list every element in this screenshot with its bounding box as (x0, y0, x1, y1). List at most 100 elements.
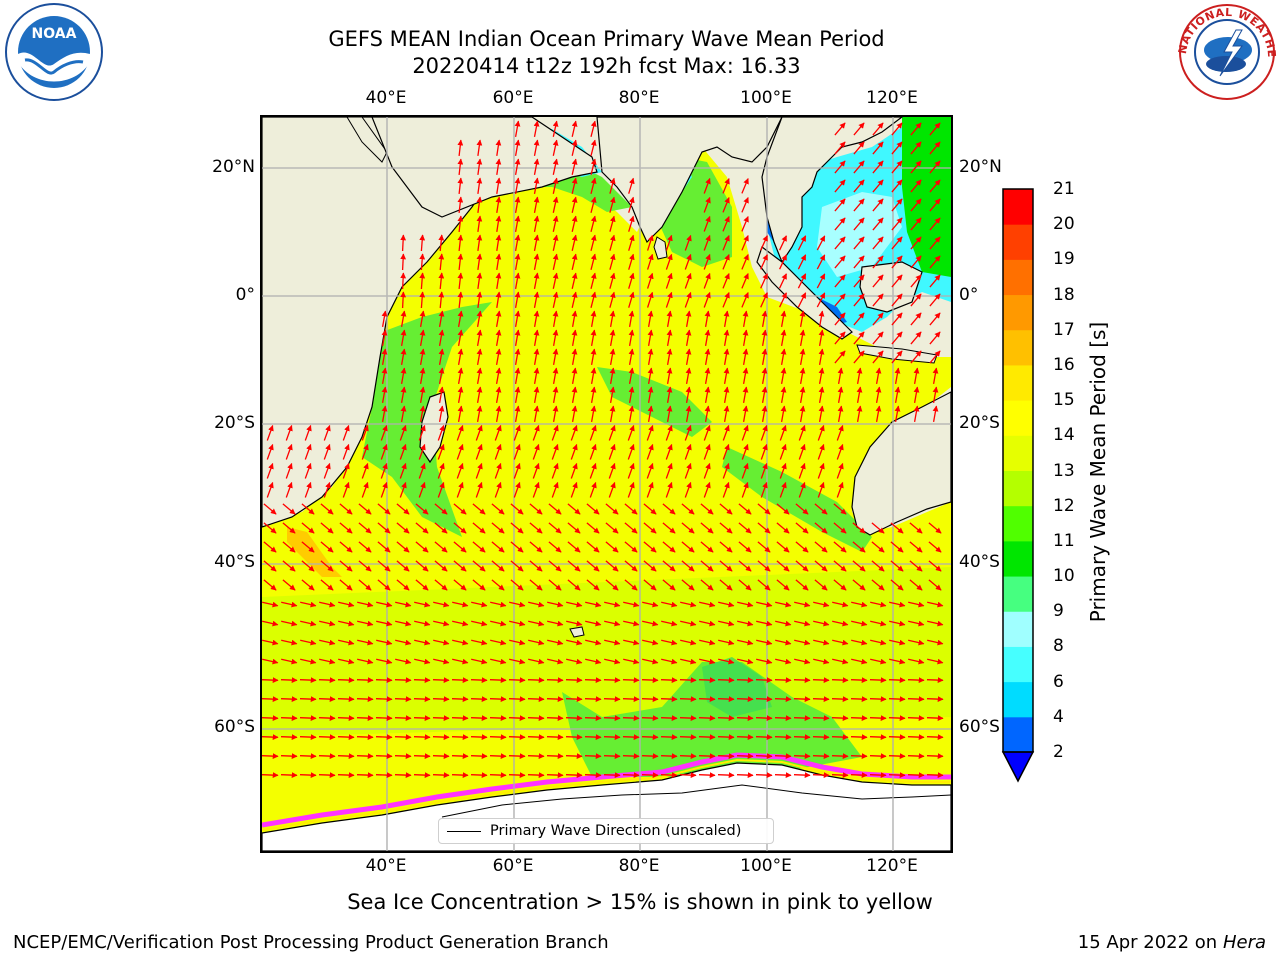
wave-direction-arrow (628, 329, 635, 347)
wave-direction-arrow (853, 198, 865, 212)
wave-direction-arrow (280, 772, 298, 779)
wave-direction-arrow (571, 158, 578, 175)
wave-direction-arrow (337, 772, 355, 779)
wave-direction-arrow (719, 522, 733, 534)
colorbar-tick-label: 17 (1053, 319, 1075, 340)
wave-direction-arrow (929, 274, 941, 288)
wave-direction-arrow (932, 405, 939, 423)
wave-direction-arrow (853, 331, 865, 345)
wave-direction-arrow (888, 696, 906, 703)
wave-direction-arrow (913, 405, 920, 423)
wave-direction-arrow (566, 601, 583, 608)
wave-direction-arrow (590, 196, 597, 213)
wave-direction-arrow (929, 217, 941, 231)
wave-direction-arrow (723, 310, 730, 328)
wave-direction-arrow (628, 234, 635, 251)
wave-direction-arrow (793, 753, 811, 760)
wave-direction-arrow (280, 753, 298, 760)
wave-direction-arrow (704, 386, 711, 404)
wave-direction-arrow (400, 386, 407, 404)
wave-direction-arrow (475, 424, 483, 441)
wave-direction-arrow (627, 424, 635, 441)
wave-direction-arrow (491, 522, 505, 534)
wave-direction-arrow (852, 541, 866, 553)
wave-direction-arrow (318, 677, 336, 684)
wave-direction-arrow (571, 348, 578, 366)
wave-direction-arrow (433, 658, 450, 665)
wave-direction-arrow (301, 560, 315, 572)
wave-direction-arrow (722, 292, 730, 308)
wave-direction-arrow (394, 677, 412, 684)
wave-direction-arrow (451, 677, 469, 684)
wave-direction-arrow (339, 503, 353, 515)
wave-direction-arrow (609, 405, 616, 423)
wave-direction-arrow (927, 601, 944, 608)
wave-direction-arrow (356, 677, 374, 684)
wave-direction-arrow (337, 677, 355, 684)
wave-direction-arrow (932, 386, 939, 404)
wave-direction-arrow (281, 658, 298, 665)
wave-direction-arrow (510, 560, 524, 572)
wave-direction-arrow (280, 734, 298, 741)
wave-direction-arrow (608, 424, 616, 441)
wave-direction-arrow (890, 541, 904, 553)
wave-direction-arrow (319, 620, 336, 627)
wave-direction-arrow (799, 405, 806, 423)
wave-direction-arrow (799, 367, 806, 385)
wave-direction-arrow (357, 601, 374, 608)
wave-direction-arrow (413, 715, 431, 722)
wave-direction-arrow (262, 677, 279, 684)
wave-direction-arrow (452, 658, 469, 665)
lat-tick-right: 20°N (959, 157, 1002, 177)
wave-direction-arrow (548, 579, 562, 591)
wave-direction-arrow (831, 753, 849, 760)
wave-direction-arrow (514, 310, 521, 328)
wave-direction-arrow (723, 329, 730, 347)
wave-direction-arrow (514, 386, 521, 404)
india-landmass (596, 117, 783, 244)
wave-direction-arrow (394, 772, 412, 779)
wave-direction-arrow (451, 753, 469, 760)
wave-direction-arrow (628, 253, 635, 270)
wave-direction-arrow (603, 696, 621, 703)
wave-direction-arrow (453, 522, 467, 534)
wave-direction-arrow (780, 386, 787, 404)
wave-direction-arrow (456, 481, 464, 498)
wave-direction-arrow (628, 177, 635, 194)
wave-direction-arrow (472, 541, 486, 553)
wave-direction-arrow (908, 620, 925, 627)
wave-direction-arrow (418, 481, 426, 498)
lon-tick-top: 80°E (618, 88, 660, 108)
colorbar-extend-triangle (1001, 751, 1035, 783)
wave-direction-arrow (795, 579, 809, 591)
wave-direction-arrow (419, 234, 426, 252)
wave-direction-arrow (451, 696, 469, 703)
wave-direction-arrow (852, 522, 866, 534)
wave-direction-arrow (263, 522, 277, 534)
colorbar-segments (1003, 189, 1033, 753)
wave-direction-arrow (741, 273, 749, 289)
wave-direction-arrow (779, 254, 787, 270)
wave-direction-arrow (738, 503, 752, 515)
wave-direction-arrow (909, 522, 923, 534)
wave-direction-arrow (891, 236, 903, 250)
colorbar-segment (1003, 435, 1033, 471)
wave-direction-arrow (722, 216, 730, 232)
wave-direction-arrow (299, 715, 317, 722)
wave-direction-arrow (662, 560, 676, 572)
wave-direction-arrow (910, 198, 922, 212)
wave-direction-arrow (704, 348, 711, 366)
wave-direction-arrow (457, 215, 464, 232)
wave-direction-arrow (590, 177, 597, 194)
wave-direction-arrow (546, 715, 564, 722)
wave-direction-arrow (396, 579, 410, 591)
wave-direction-arrow (356, 753, 374, 760)
sea-ice-edge-yellow (262, 758, 951, 831)
wave-direction-arrow (793, 715, 811, 722)
wave-direction-arrow (566, 620, 583, 627)
wave-direction-arrow (795, 541, 809, 553)
wave-direction-arrow (760, 235, 768, 251)
colorbar-segment (1003, 681, 1033, 718)
wave-direction-arrow (609, 177, 616, 194)
wave-direction-arrow (413, 734, 431, 741)
